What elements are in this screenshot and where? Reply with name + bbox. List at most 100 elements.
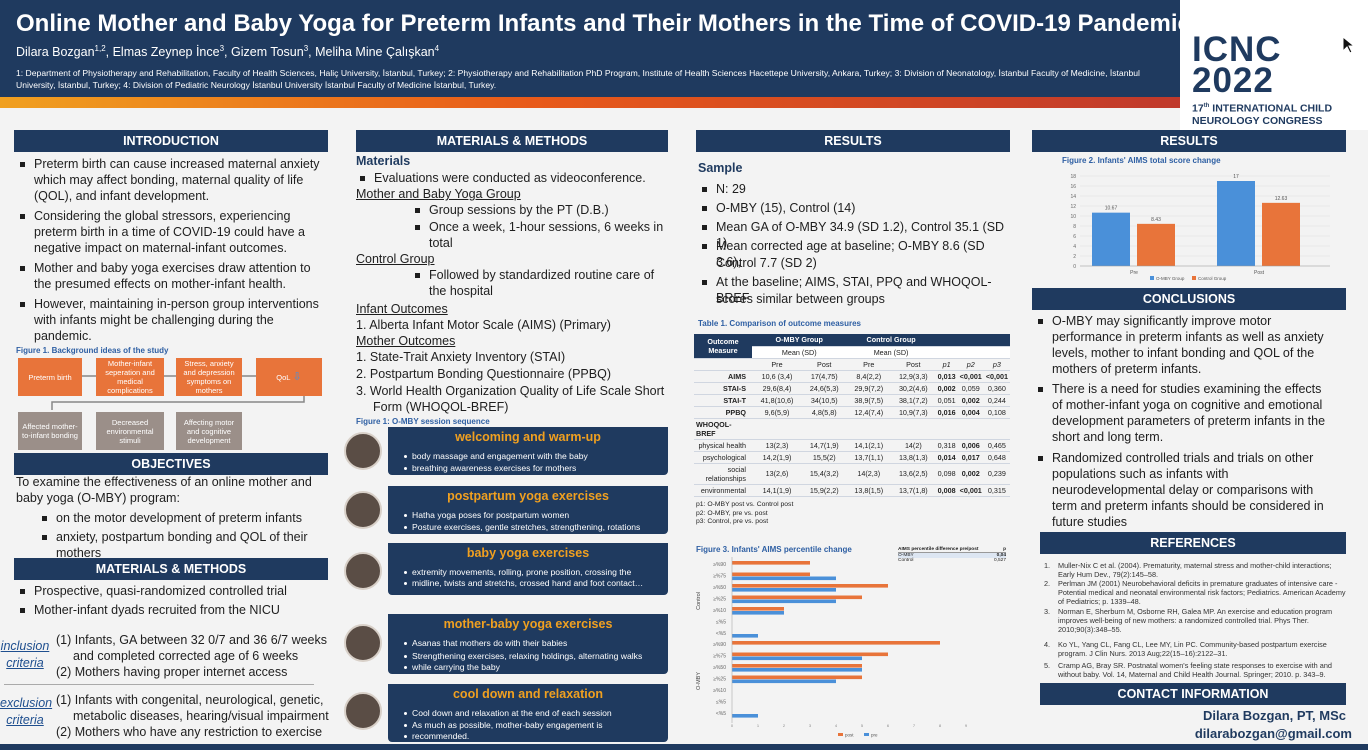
intro-bullet-1: Preterm birth can cause increased matern… (16, 156, 326, 204)
contact-name: Dilara Bozgan, PT, MSc (1202, 708, 1346, 723)
postpartum-photo (344, 491, 382, 529)
table-cell: 0,006 (957, 439, 984, 452)
session-2-item-2: Posture exercises, gentle stretches, str… (404, 522, 640, 533)
control-group-label: Control Group (356, 252, 435, 266)
y-tick-label: ≥%25 (713, 677, 726, 683)
bar (732, 675, 862, 680)
bar (732, 641, 940, 645)
x-tick-label: 8 (939, 723, 942, 728)
author-1: Dilara Bozgan (16, 45, 95, 60)
session-3-item-2: midline, twists and stretchs, crossed ha… (404, 578, 643, 589)
table-row: environmental 14,1(1,9) 15,9(2,2) 13,8(1,5)… (694, 484, 1010, 497)
materials-bullet: Evaluations were conducted as videoconfe… (356, 170, 668, 186)
intro-heading: INTRODUCTION (14, 130, 328, 152)
fig3-row1-label: O-MBY (898, 553, 914, 558)
th-blank-5 (957, 346, 984, 359)
table-cell: social relationships (694, 463, 752, 485)
exclusion-line-1: (1) Infants with congenital, neurologica… (56, 693, 324, 707)
session-figure-caption: Figure 1: O-MBY session sequence (356, 417, 490, 426)
table-cell: <0,001 (983, 370, 1010, 383)
mm-left-bullet-2: Mother-infant dyads recruited from the N… (16, 602, 326, 618)
table-cell: 0,017 (957, 451, 984, 464)
warmup-photo (344, 432, 382, 470)
table-cell: 0,051 (935, 394, 958, 407)
session-2-item-1: Hatha yoga poses for postpartum women (404, 510, 569, 521)
logo-edition-number: 17 (1192, 102, 1204, 115)
figure-3-caption: Figure 3. Infants' AIMS percentile chang… (696, 545, 852, 554)
y-tick-label: ≥%10 (713, 608, 726, 614)
session-4-item-2: Strengthening exercises, relaxing holdin… (404, 651, 642, 662)
table-cell: 34(10,5) (801, 394, 847, 407)
session-5-item-1: Cool down and relaxation at the end of e… (404, 708, 612, 719)
session-4-item-1: Asanas that mothers do with their babies (404, 638, 567, 649)
table-cell: 41,8(10,6) (752, 394, 802, 407)
reference-1: 1. Muller-Nix C et al. (2004). Prematurit… (1042, 561, 1346, 579)
author-2-sup: 3 (219, 44, 225, 53)
data-label: 8.43 (1151, 217, 1161, 223)
table-row: PPBQ 9,6(5,9) 4,8(5,8) 12,4(7,4) 10,9(7,3) 0,… (694, 406, 1010, 419)
legend-swatch (864, 733, 869, 736)
table-cell: 8,4(2,2) (846, 370, 892, 383)
bar (1262, 202, 1300, 266)
table-cell: 30,2(4,6) (891, 382, 936, 395)
poster-header (0, 0, 1180, 108)
x-tick-label: 2 (783, 723, 786, 728)
inclusion-line-1: (1) Infants, GA between 32 0/7 and 36 6/… (56, 633, 328, 647)
bar (732, 607, 784, 611)
fig3-row2-label: Control (898, 558, 914, 563)
table-row: social relationships 13(2,6) 15,4(3,2) 14(2… (694, 463, 1010, 485)
exclusion-line-3: (2) Mothers who have any restriction to … (56, 725, 323, 739)
footer-bar (0, 744, 1368, 750)
table-cell: 0,244 (983, 394, 1010, 407)
table-cell: 0,008 (935, 484, 958, 497)
logo-subtitle: 17th INTERNATIONAL CHILD NEUROLOGY CONGRE… (1192, 100, 1332, 127)
yoga-group-label: Mother and Baby Yoga Group (356, 187, 521, 201)
ref-4-num: 4. (1044, 640, 1051, 649)
bar (732, 679, 836, 684)
mother-baby-photo (344, 624, 382, 662)
contact-email[interactable]: dilarabozgan@gmail.com (1194, 726, 1352, 741)
y-tick-label: ≥%75 (713, 654, 726, 660)
whoqol-label: WHOQOL-BREF (694, 418, 752, 440)
logo-year: 2022 (1192, 61, 1274, 100)
table-cell: <0,001 (957, 484, 984, 497)
table-cell: 0,002 (957, 394, 984, 407)
th-p1: p1 (935, 358, 958, 371)
fig3-row2-p: 0,527 (993, 558, 1006, 563)
result-bullet-4-cont: Control 7.7 (SD 2) (716, 256, 817, 270)
inclusion-line-3: (2) Mothers having proper internet acces… (56, 665, 288, 679)
table-cell: 14,7(1,9) (801, 439, 847, 452)
ref-4-text: Ko YL, Yang CL, Fang CL, Lee MY, Lin PC.… (1058, 640, 1327, 658)
ref-5-num: 5. (1044, 661, 1051, 670)
th-p3: p3 (983, 358, 1010, 371)
session-5-item-3: recommended. (404, 731, 469, 742)
y-tick-label: 12 (1070, 204, 1076, 210)
mother-outcomes-label: Mother Outcomes (356, 334, 456, 348)
bar (732, 576, 836, 581)
objectives-text: To examine the effectiveness of an onlin… (16, 475, 312, 505)
y-tick-label: 10 (1070, 214, 1076, 220)
header-accent-stripe (0, 97, 1180, 108)
legend-swatch (838, 733, 843, 736)
y-tick-label: 8 (1073, 224, 1076, 230)
bar (732, 572, 810, 577)
intro-bullet-3: Mother and baby yoga exercises draw atte… (16, 260, 326, 292)
fig1-box-bonding: Affected mother-to-infant bonding (18, 412, 82, 450)
note-p3: p3: Control, pre vs. post (696, 518, 769, 525)
bar (732, 634, 758, 638)
x-tick-label: 7 (913, 723, 916, 728)
exclusion-line-2: metabolic diseases, hearing/visual impai… (73, 709, 329, 723)
session-3-title: baby yoga exercises (466, 546, 590, 560)
fig1-box-development: Affecting motor and cognitive developmen… (176, 412, 242, 450)
x-tick-label: Pre (1130, 270, 1138, 276)
table-cell: 0,239 (983, 463, 1010, 485)
th-post-1: Post (801, 358, 847, 371)
table-cell: 14(2,3) (846, 463, 892, 485)
table-cell: AIMS (694, 370, 752, 383)
table-cell: 13(2,3) (752, 439, 802, 452)
fig1-box-stress: Stress, anxiety and depression symptoms … (176, 358, 242, 396)
table-cell: 10,9(7,3) (891, 406, 936, 419)
logo-line-2: NEUROLOGY CONGRESS (1192, 114, 1323, 127)
table-cell: 4,8(5,8) (801, 406, 847, 419)
infant-outcomes-label: Infant Outcomes (356, 302, 448, 316)
